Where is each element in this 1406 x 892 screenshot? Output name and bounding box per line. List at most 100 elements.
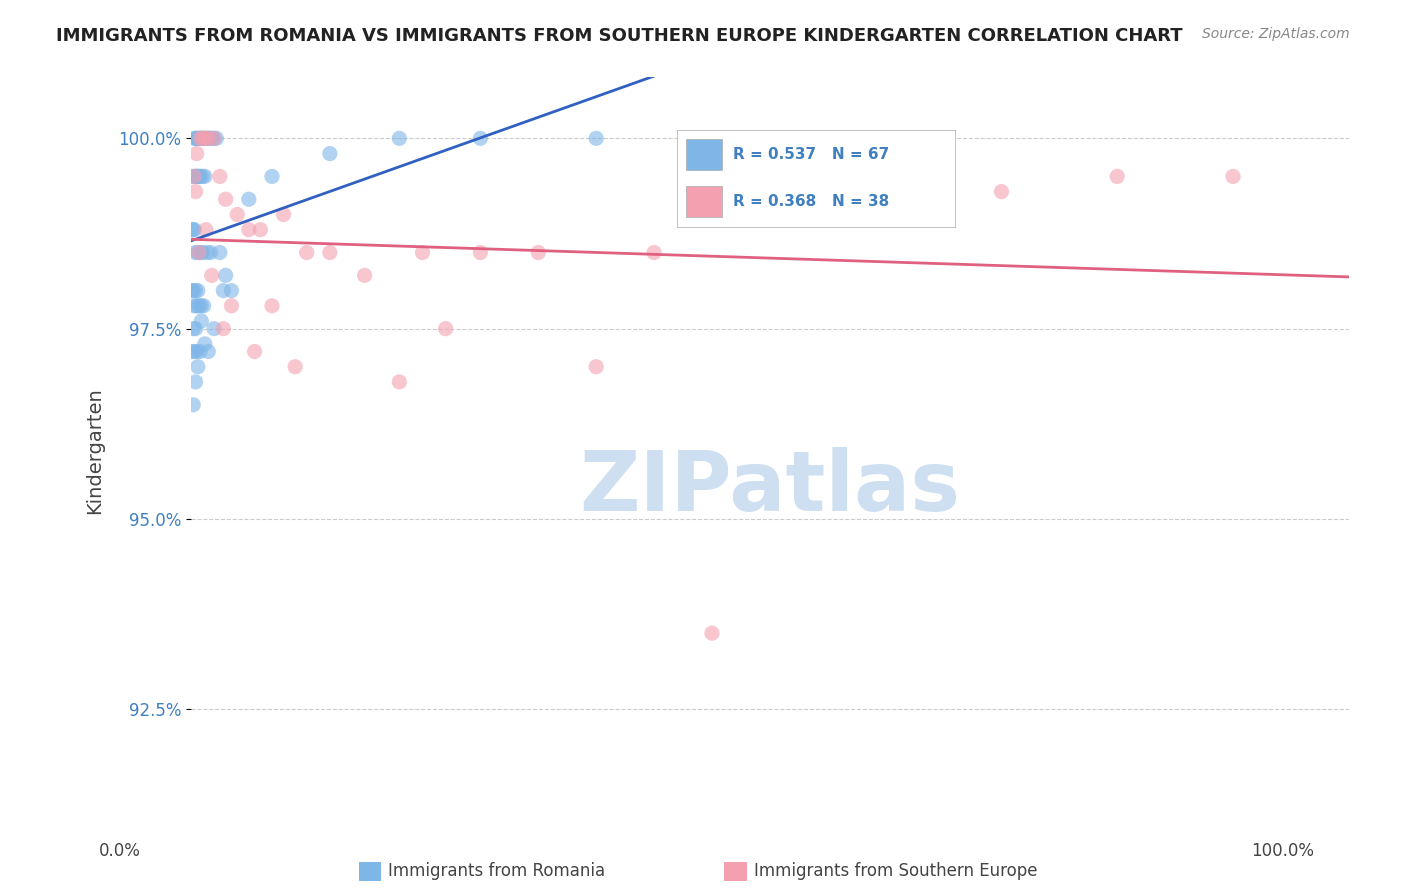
Point [186, 131, 208, 145]
Point [181, 398, 204, 412]
Point [181, 223, 204, 237]
Point [875, 192, 897, 206]
Point [193, 131, 215, 145]
Point [238, 223, 260, 237]
Text: Immigrants from Romania: Immigrants from Romania [388, 863, 605, 880]
Point [187, 284, 209, 298]
Point [188, 131, 211, 145]
Point [181, 169, 204, 184]
Point [201, 131, 224, 145]
Point [197, 344, 219, 359]
Point [190, 314, 212, 328]
Point [188, 169, 211, 184]
Y-axis label: Kindergarten: Kindergarten [86, 387, 104, 514]
Point [214, 192, 236, 206]
Point [249, 223, 271, 237]
Point [183, 131, 205, 145]
Point [183, 299, 205, 313]
Point [184, 321, 207, 335]
Point [202, 131, 225, 145]
Point [190, 131, 212, 145]
Point [411, 245, 433, 260]
Point [194, 169, 217, 184]
Point [388, 131, 411, 145]
Point [183, 344, 205, 359]
Point [208, 169, 231, 184]
Point [319, 245, 342, 260]
Point [183, 169, 205, 184]
Point [470, 245, 492, 260]
Point [243, 344, 266, 359]
Point [195, 131, 218, 145]
Point [191, 131, 214, 145]
Point [194, 131, 217, 145]
Point [188, 131, 211, 145]
Point [221, 299, 243, 313]
Point [187, 359, 209, 374]
Point [759, 207, 782, 221]
Point [221, 284, 243, 298]
Point [200, 245, 222, 260]
Point [194, 337, 217, 351]
Point [188, 245, 211, 260]
Point [183, 169, 205, 184]
Point [181, 321, 204, 335]
Point [194, 131, 217, 145]
Point [186, 169, 208, 184]
Text: ZIPatlas: ZIPatlas [579, 447, 960, 528]
Point [184, 185, 207, 199]
Point [643, 245, 665, 260]
Point [181, 223, 204, 237]
Point [186, 146, 208, 161]
Point [183, 223, 205, 237]
Point [284, 359, 307, 374]
Point [202, 321, 225, 335]
Point [186, 169, 208, 184]
Point [197, 131, 219, 145]
Point [188, 344, 211, 359]
Point [197, 131, 219, 145]
Point [226, 207, 249, 221]
Point [184, 375, 207, 389]
Point [260, 169, 283, 184]
Point [1222, 169, 1244, 184]
Point [195, 245, 218, 260]
Point [585, 359, 607, 374]
Point [201, 268, 224, 283]
Point [181, 344, 204, 359]
Point [434, 321, 457, 335]
Point [188, 245, 211, 260]
Point [184, 245, 207, 260]
Point [990, 185, 1012, 199]
Point [212, 321, 235, 335]
Point [186, 344, 208, 359]
Point [187, 245, 209, 260]
Point [190, 299, 212, 313]
Point [181, 284, 204, 298]
Point [198, 131, 221, 145]
Point [188, 131, 211, 145]
Point [184, 284, 207, 298]
Point [273, 207, 295, 221]
Point [353, 268, 375, 283]
Point [205, 131, 228, 145]
Point [202, 131, 225, 145]
Text: IMMIGRANTS FROM ROMANIA VS IMMIGRANTS FROM SOUTHERN EUROPE KINDERGARTEN CORRELAT: IMMIGRANTS FROM ROMANIA VS IMMIGRANTS FR… [56, 27, 1182, 45]
Point [214, 268, 236, 283]
Point [184, 131, 207, 145]
Point [187, 131, 209, 145]
Text: Immigrants from Southern Europe: Immigrants from Southern Europe [754, 863, 1038, 880]
Point [212, 284, 235, 298]
Text: 0.0%: 0.0% [98, 842, 141, 860]
Point [1107, 169, 1129, 184]
Point [188, 299, 211, 313]
Point [193, 299, 215, 313]
Point [208, 245, 231, 260]
Point [191, 245, 214, 260]
Point [295, 245, 318, 260]
Text: 100.0%: 100.0% [1251, 842, 1315, 860]
Point [238, 192, 260, 206]
Point [184, 169, 207, 184]
Point [700, 626, 723, 640]
Point [188, 169, 211, 184]
